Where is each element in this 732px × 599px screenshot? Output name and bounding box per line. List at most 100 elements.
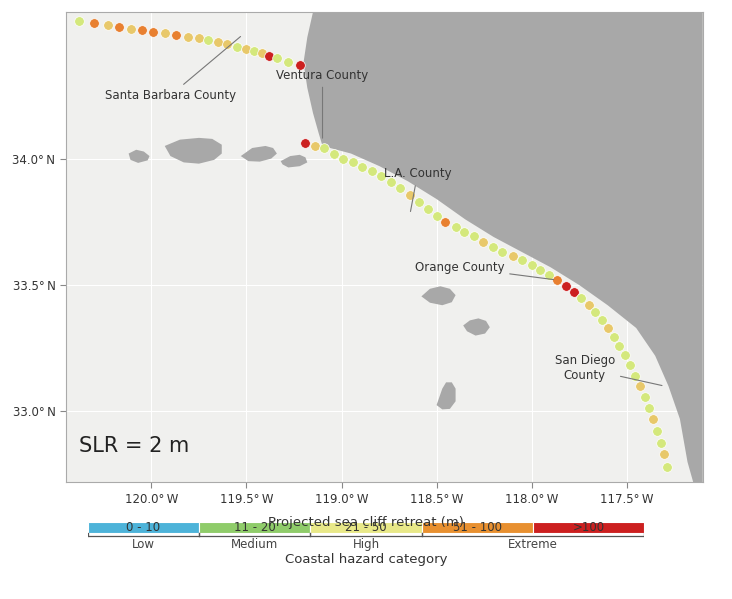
Point xyxy=(639,392,651,402)
Polygon shape xyxy=(241,146,277,162)
Point xyxy=(171,30,182,40)
Point xyxy=(294,60,305,70)
Point xyxy=(613,341,625,350)
Point xyxy=(318,144,330,153)
Point xyxy=(193,34,205,43)
Point xyxy=(608,332,619,341)
Bar xyxy=(533,522,644,533)
Point xyxy=(658,450,670,459)
Text: Coastal hazard category: Coastal hazard category xyxy=(285,552,447,565)
Point xyxy=(147,27,159,37)
Bar xyxy=(310,522,422,533)
Text: L.A. County: L.A. County xyxy=(384,167,452,211)
Point xyxy=(602,323,613,333)
Text: Santa Barbara County: Santa Barbara County xyxy=(105,37,241,102)
Point xyxy=(551,276,563,285)
Point xyxy=(328,149,340,158)
Point xyxy=(534,265,546,274)
Polygon shape xyxy=(280,155,307,168)
Point xyxy=(395,183,406,193)
Text: 21 - 50: 21 - 50 xyxy=(346,521,386,534)
Bar xyxy=(199,522,310,533)
Point xyxy=(630,371,641,380)
Point xyxy=(309,141,321,151)
Point xyxy=(113,22,125,32)
Point xyxy=(299,138,311,148)
Point xyxy=(73,16,85,26)
Point xyxy=(647,415,659,424)
Point xyxy=(496,247,508,256)
Point xyxy=(589,307,601,317)
Polygon shape xyxy=(463,319,490,335)
Polygon shape xyxy=(165,138,222,164)
Point xyxy=(568,288,580,297)
Point xyxy=(507,251,518,261)
Point xyxy=(458,227,470,237)
Point xyxy=(124,24,136,34)
Text: Projected sea cliff retreat (m): Projected sea cliff retreat (m) xyxy=(268,516,464,529)
Point xyxy=(271,54,283,63)
Polygon shape xyxy=(436,382,455,409)
Point xyxy=(182,32,193,41)
Point xyxy=(661,462,673,471)
Point xyxy=(449,223,461,232)
Point xyxy=(543,270,555,280)
Polygon shape xyxy=(422,286,455,305)
Point xyxy=(596,315,608,325)
Point xyxy=(583,301,594,310)
Text: 11 - 20: 11 - 20 xyxy=(234,521,276,534)
Text: >100: >100 xyxy=(572,521,605,534)
Point xyxy=(487,242,498,252)
Text: 51 - 100: 51 - 100 xyxy=(453,521,501,534)
Point xyxy=(231,42,243,52)
Point xyxy=(356,162,368,171)
Point xyxy=(643,403,655,413)
Point xyxy=(422,204,434,213)
Point xyxy=(414,197,425,207)
Point xyxy=(159,29,171,38)
Point xyxy=(283,57,294,66)
Point xyxy=(203,35,214,45)
Point xyxy=(264,51,275,60)
Point xyxy=(255,49,267,58)
Point xyxy=(516,255,528,265)
Point xyxy=(102,20,113,30)
Text: Ventura County: Ventura County xyxy=(277,69,369,138)
Point xyxy=(634,382,646,391)
Text: 0 - 10: 0 - 10 xyxy=(127,521,160,534)
Point xyxy=(575,294,587,303)
Point xyxy=(619,350,631,360)
Point xyxy=(468,232,479,241)
Point xyxy=(376,171,387,181)
Point xyxy=(89,19,100,28)
Text: Medium: Medium xyxy=(231,538,278,551)
Text: San Diego
County: San Diego County xyxy=(555,355,662,386)
Bar xyxy=(422,522,533,533)
Point xyxy=(654,438,666,447)
Point xyxy=(366,167,378,176)
Text: High: High xyxy=(352,538,380,551)
Text: Extreme: Extreme xyxy=(508,538,558,551)
Point xyxy=(241,44,253,53)
Text: Orange County: Orange County xyxy=(414,261,553,280)
Bar xyxy=(88,522,199,533)
Point xyxy=(136,26,148,35)
Text: Low: Low xyxy=(132,538,155,551)
Text: SLR = 2 m: SLR = 2 m xyxy=(79,436,190,456)
Point xyxy=(439,217,451,227)
Point xyxy=(347,158,359,167)
Point xyxy=(222,40,234,49)
Point xyxy=(560,282,572,291)
Point xyxy=(212,38,224,47)
Point xyxy=(337,154,349,164)
Point xyxy=(477,237,489,246)
Point xyxy=(624,361,636,370)
Point xyxy=(430,211,442,220)
Polygon shape xyxy=(304,12,703,482)
Point xyxy=(385,177,397,187)
Point xyxy=(526,260,537,270)
Polygon shape xyxy=(129,150,149,163)
Point xyxy=(248,46,260,56)
Point xyxy=(651,426,663,435)
Point xyxy=(404,190,416,199)
